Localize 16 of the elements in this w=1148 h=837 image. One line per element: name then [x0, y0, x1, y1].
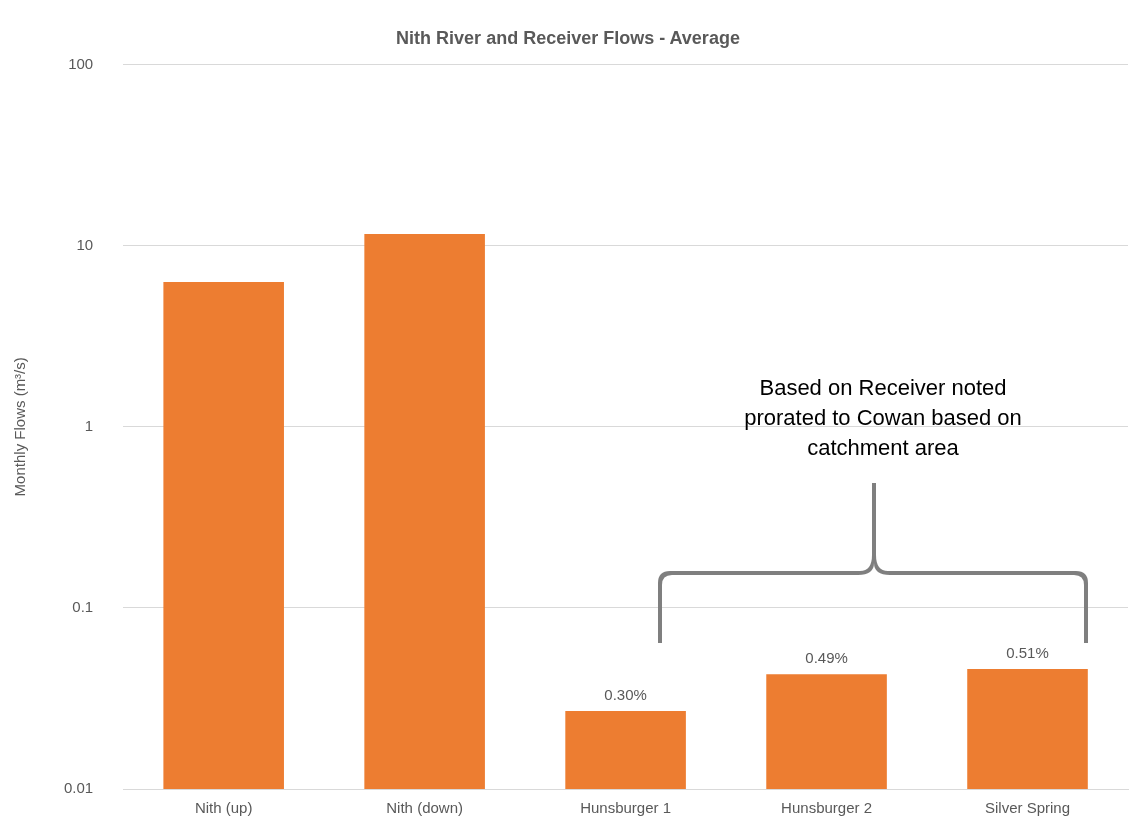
y-tick-label: 10	[76, 235, 94, 253]
y-axis-title: Monthly Flows (m³/s)	[11, 357, 29, 497]
chart-title: Nith River and Receiver Flows - Average	[396, 27, 740, 48]
y-tick-label: 1	[84, 416, 94, 434]
y-tick-label: 100	[68, 54, 94, 72]
annotation: 0.51%	[1006, 643, 1049, 661]
x-tick-label: Nith (down)	[386, 799, 463, 817]
annotation: 0.30%	[604, 685, 647, 703]
y-tick-label: 0.01	[63, 779, 94, 797]
annotation: Based on Receiver noted prorated to Cowan based on catchment area	[743, 374, 1023, 462]
x-tick-label: Hunsburger 1	[580, 799, 672, 817]
x-tick-label: Silver Spring	[985, 799, 1071, 817]
x-tick-label: Nith (up)	[194, 799, 253, 817]
y-tick-label: 0.1	[72, 598, 94, 616]
x-tick-label: Hunsburger 2	[781, 799, 872, 817]
annotation: 0.49%	[805, 648, 848, 666]
